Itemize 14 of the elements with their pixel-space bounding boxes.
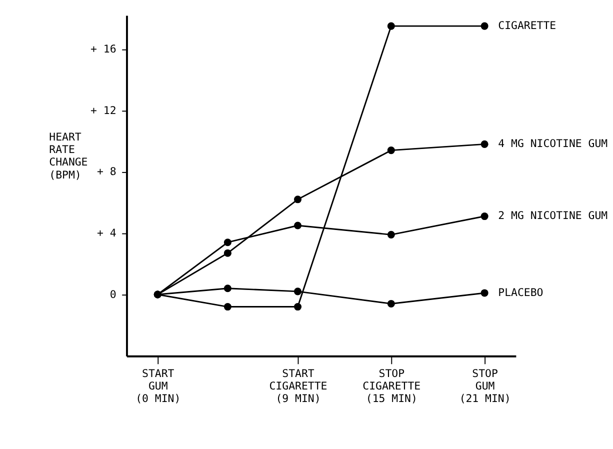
y-tick-label: + 8 — [96, 165, 116, 178]
series-label: 4 MG NICOTINE GUM — [498, 137, 608, 150]
series-label: 2 MG NICOTINE GUM — [498, 209, 608, 222]
series-label: PLACEBO — [498, 286, 544, 299]
x-tick-label: START GUM (0 MIN) — [136, 366, 181, 406]
x-tick-label: STOP CIGARETTE (15 MIN) — [362, 366, 421, 406]
x-tick-label: START CIGARETTE (9 MIN) — [269, 366, 328, 406]
y-tick-label: + 4 — [96, 226, 116, 240]
series-label: CIGARETTE — [498, 18, 556, 32]
x-tick-label: STOP GUM (21 MIN) — [459, 366, 511, 406]
y-tick-label: + 12 — [90, 104, 116, 117]
y-tick-label: 0 — [110, 288, 116, 301]
y-tick-label: + 16 — [90, 42, 116, 56]
y-axis-title: HEART RATE CHANGE (BPM) — [49, 130, 88, 182]
